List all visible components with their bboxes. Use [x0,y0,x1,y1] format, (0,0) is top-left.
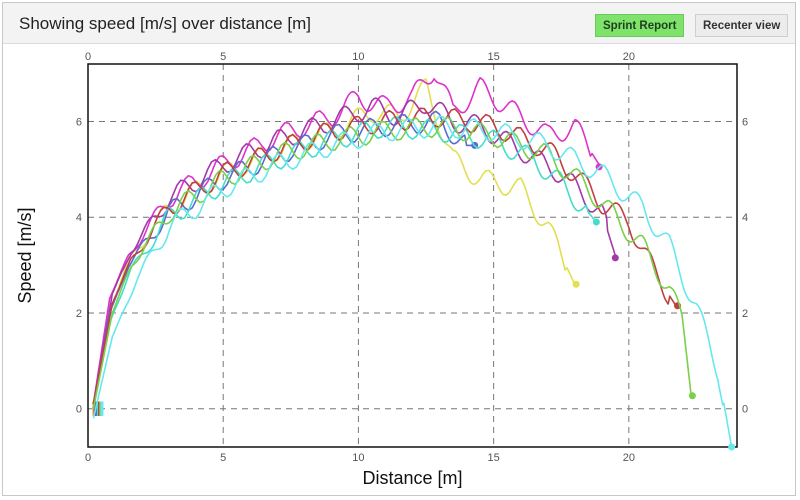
recenter-view-button[interactable]: Recenter view [695,14,789,37]
y-tick-label-right: 4 [742,212,748,224]
x-tick-label-top: 0 [85,51,91,63]
series-line [92,116,598,409]
x-tick-label: 0 [85,452,91,464]
y-tick-label: 0 [76,404,82,416]
x-tick-label-top: 15 [488,51,500,63]
series-line [92,116,692,409]
x-tick-label: 15 [488,452,500,464]
series-end-marker [592,218,600,226]
y-tick-label-right: 0 [742,404,748,416]
series-end-marker [688,392,696,400]
series-end-marker [572,280,580,288]
y-tick-label: 6 [76,116,82,128]
y-tick-label: 4 [76,212,82,224]
y-tick-label: 2 [76,308,82,320]
x-tick-label: 5 [220,452,226,464]
x-tick-label-top: 10 [352,51,364,63]
x-axis-label: Distance [m] [362,468,462,488]
chart-title: Showing speed [m/s] over distance [m] [19,14,311,33]
series-line [92,78,576,409]
series-line [92,115,733,448]
x-tick-label-top: 5 [220,51,226,63]
series-start-marker [100,401,104,416]
x-tick-label-top: 20 [623,51,635,63]
x-tick-label: 10 [352,452,364,464]
sprint-report-button[interactable]: Sprint Report [595,14,685,37]
tick-labels: 0 0 5 5 10 10 15 15 20 20 0 0 2 2 4 4 6 6 [76,51,748,464]
y-tick-label-right: 2 [742,308,748,320]
x-tick-label: 20 [623,452,635,464]
chart-header: Showing speed [m/s] over distance [m] Sp… [3,3,795,44]
plot-area [87,63,738,448]
series-line [92,77,600,405]
y-axis-label: Speed [m/s] [15,207,35,303]
series-end-marker [611,254,619,262]
series-layer [92,77,736,451]
series-line [92,110,475,409]
y-tick-label-right: 6 [742,116,748,128]
series-end-marker [728,443,736,451]
